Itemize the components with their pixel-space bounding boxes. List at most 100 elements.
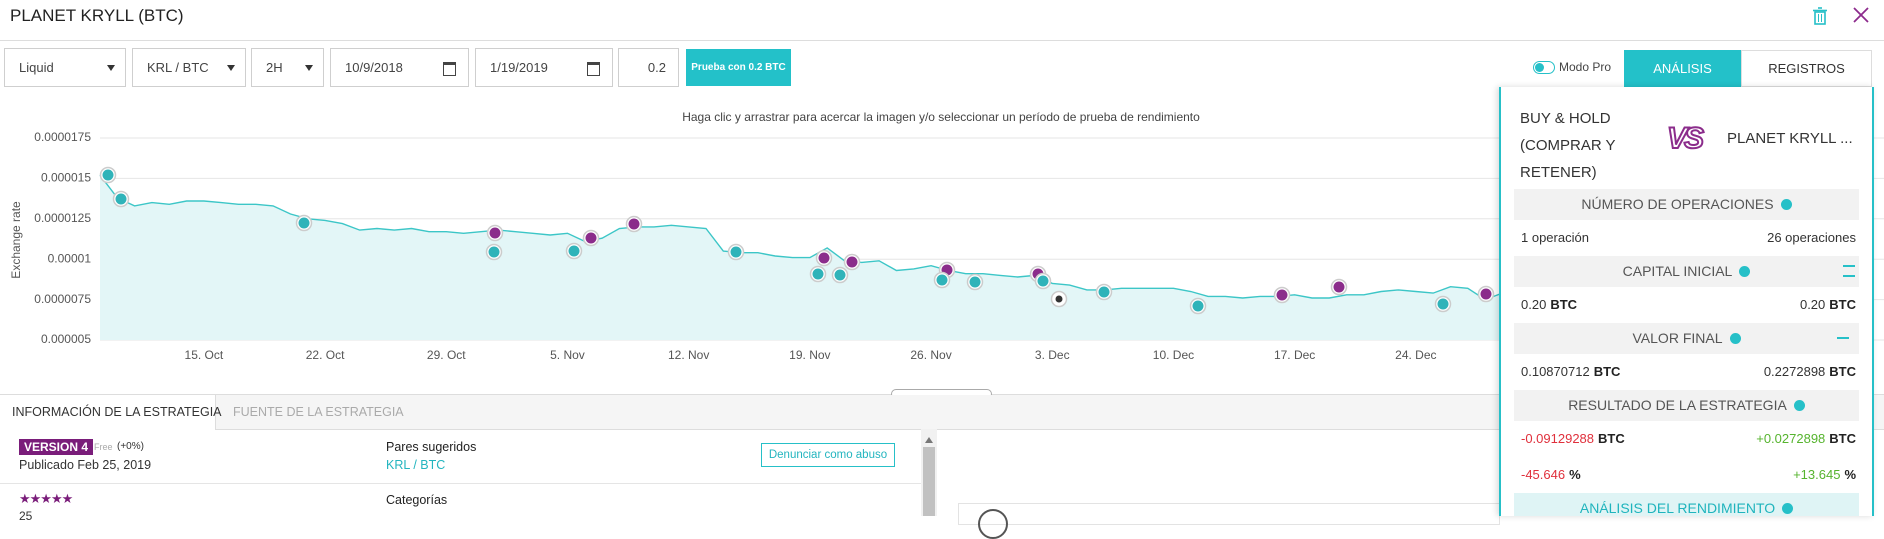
trade-marker-core: [1333, 281, 1345, 293]
trade-marker-core: [730, 246, 742, 258]
result-row: -45.646% +13.645%: [1521, 457, 1856, 493]
strategy-title: PLANET KRYLL ...: [1727, 130, 1853, 147]
y-tick-label: 0.000005: [41, 332, 91, 346]
info-tab[interactable]: INFORMACIÓN DE LA ESTRATEGIA: [0, 395, 222, 430]
amount: 0.10870712: [1521, 364, 1590, 379]
source-tab[interactable]: FUENTE DE LA ESTRATEGIA: [233, 405, 404, 419]
amount: 0.20: [1799, 297, 1826, 312]
unit: BTC: [1550, 297, 1578, 312]
screen: PLANET KRYLL (BTC) Liquid KRL / BTC 2H 1…: [0, 6, 1884, 539]
rating-count: 25: [19, 509, 33, 523]
trade-marker-core: [489, 227, 501, 239]
analysis-tab[interactable]: ANÁLISIS: [1624, 50, 1741, 87]
x-tick-label: 26. Nov: [910, 348, 951, 362]
test-button[interactable]: Prueba con 0.2 BTC: [686, 49, 791, 86]
strategy-value: 0.2272898 BTC: [1764, 354, 1856, 390]
trade-marker-core: [834, 269, 846, 281]
benchmark-title: BUY & HOLD (COMPRAR Y RETENER): [1520, 110, 1616, 181]
amount: 0.20: [1521, 297, 1547, 312]
x-tick-label: 3. Dec: [1035, 348, 1070, 362]
help-icon: [1793, 400, 1805, 411]
trade-marker-core: [585, 232, 597, 244]
pro-toggle[interactable]: [1533, 61, 1555, 74]
x-tick-label: 10. Dec: [1153, 348, 1194, 362]
scrollbar[interactable]: [921, 429, 937, 516]
published-date: Publicado Feb 25, 2019: [19, 458, 152, 472]
y-tick-label: 0.0000125: [34, 211, 91, 225]
section-title: ANÁLISIS DEL RENDIMIENTO: [1579, 500, 1776, 516]
pairs-label: Pares sugeridos: [386, 440, 477, 454]
interval-select[interactable]: 2H: [251, 48, 324, 87]
report-button[interactable]: Denunciar como abuso: [761, 443, 895, 467]
help-icon: [1739, 266, 1751, 277]
trade-marker-core: [1192, 300, 1204, 312]
info-divider: [0, 483, 921, 484]
exchange-select[interactable]: Liquid: [4, 48, 126, 87]
amount-value: 0.2: [647, 60, 666, 75]
benchmark-value: 1 operación: [1521, 230, 1589, 245]
end-date-input[interactable]: 1/19/2019: [475, 48, 613, 87]
page: Planet Kryll backtest {"header": {"title…: [0, 6, 1884, 539]
section-title: CAPITAL INICIAL: [1622, 263, 1733, 279]
result-row: 1 operación 26 operaciones: [1521, 220, 1856, 256]
amount: +13.645: [1793, 467, 1841, 482]
logs-tab[interactable]: REGISTROS: [1741, 50, 1872, 87]
x-tick-label: 24. Dec: [1395, 348, 1436, 362]
trade-marker-core: [1276, 289, 1288, 301]
amount: 0.2272898: [1763, 364, 1826, 379]
result-row: 0.20 BTC 0.20 BTC: [1521, 287, 1856, 323]
interval-value: 2H: [266, 60, 283, 75]
trade-marker-core: [568, 245, 580, 257]
strategy-value: 0.20 BTC: [1800, 287, 1856, 323]
close-icon[interactable]: [1852, 6, 1870, 24]
section-title: VALOR FINAL: [1632, 330, 1723, 346]
start-date-input[interactable]: 10/9/2018: [330, 48, 469, 87]
unit: %: [1569, 467, 1581, 482]
trade-marker-core: [812, 268, 824, 280]
benchmark-value: -0.09129288 BTC: [1521, 431, 1625, 446]
unit: BTC: [1829, 297, 1856, 312]
scroll-thumb[interactable]: [923, 447, 935, 516]
toggle-knob: [1535, 63, 1544, 72]
scroll-up-arrow[interactable]: [925, 437, 933, 443]
trade-marker-core: [488, 246, 500, 258]
trade-marker-core: [628, 218, 640, 230]
x-tick-label: 15. Oct: [185, 348, 224, 362]
benchmark-value: 0.20 BTC: [1521, 297, 1577, 312]
amount: +0.0272898: [1756, 431, 1826, 446]
section-title: RESULTADO DE LA ESTRATEGIA: [1568, 397, 1787, 413]
trade-marker-core: [115, 193, 127, 205]
trade-marker-core: [936, 274, 948, 286]
x-tick-label: 22. Oct: [306, 348, 345, 362]
add-icon[interactable]: [1837, 337, 1849, 339]
header-divider: [0, 40, 1884, 41]
chart-hint: Haga clic y arrastrar para acercar la im…: [682, 110, 1200, 124]
trade-marker-core: [818, 252, 830, 264]
section-header: NÚMERO DE OPERACIONES: [1514, 189, 1859, 220]
benchmark-value: 0.10870712 BTC: [1521, 364, 1620, 379]
delete-icon[interactable]: [1812, 7, 1828, 25]
x-tick-label: 12. Nov: [668, 348, 709, 362]
shuffle-icon[interactable]: [1843, 265, 1855, 277]
vs-logo: VS: [1666, 121, 1705, 156]
trade-marker-core: [102, 169, 114, 181]
result-row: 0.10870712 BTC 0.2272898 BTC: [1521, 354, 1856, 390]
trade-marker-core: [1037, 275, 1049, 287]
rating-stars: ★★★★★: [19, 491, 73, 506]
avatar: [978, 509, 1008, 539]
x-tick-label: 19. Nov: [789, 348, 830, 362]
amount-input[interactable]: 0.2: [618, 48, 679, 87]
pair-value: KRL / BTC: [147, 60, 209, 75]
pairs-link[interactable]: KRL / BTC: [386, 458, 446, 472]
x-tick-label: 29. Oct: [427, 348, 466, 362]
start-date-value: 10/9/2018: [345, 60, 403, 75]
unit: BTC: [1598, 431, 1625, 446]
pair-select[interactable]: KRL / BTC: [132, 48, 246, 87]
strategy-value: +0.0272898 BTC: [1756, 421, 1856, 457]
unit: BTC: [1829, 364, 1856, 379]
trade-marker-core: [1437, 298, 1449, 310]
panel-header: BUY & HOLD (COMPRAR Y RETENER) VS PLANET…: [1501, 87, 1872, 189]
y-tick-label: 0.0000075: [34, 292, 91, 306]
section-header: RESULTADO DE LA ESTRATEGIA: [1514, 390, 1859, 421]
page-title: PLANET KRYLL (BTC): [10, 6, 184, 25]
